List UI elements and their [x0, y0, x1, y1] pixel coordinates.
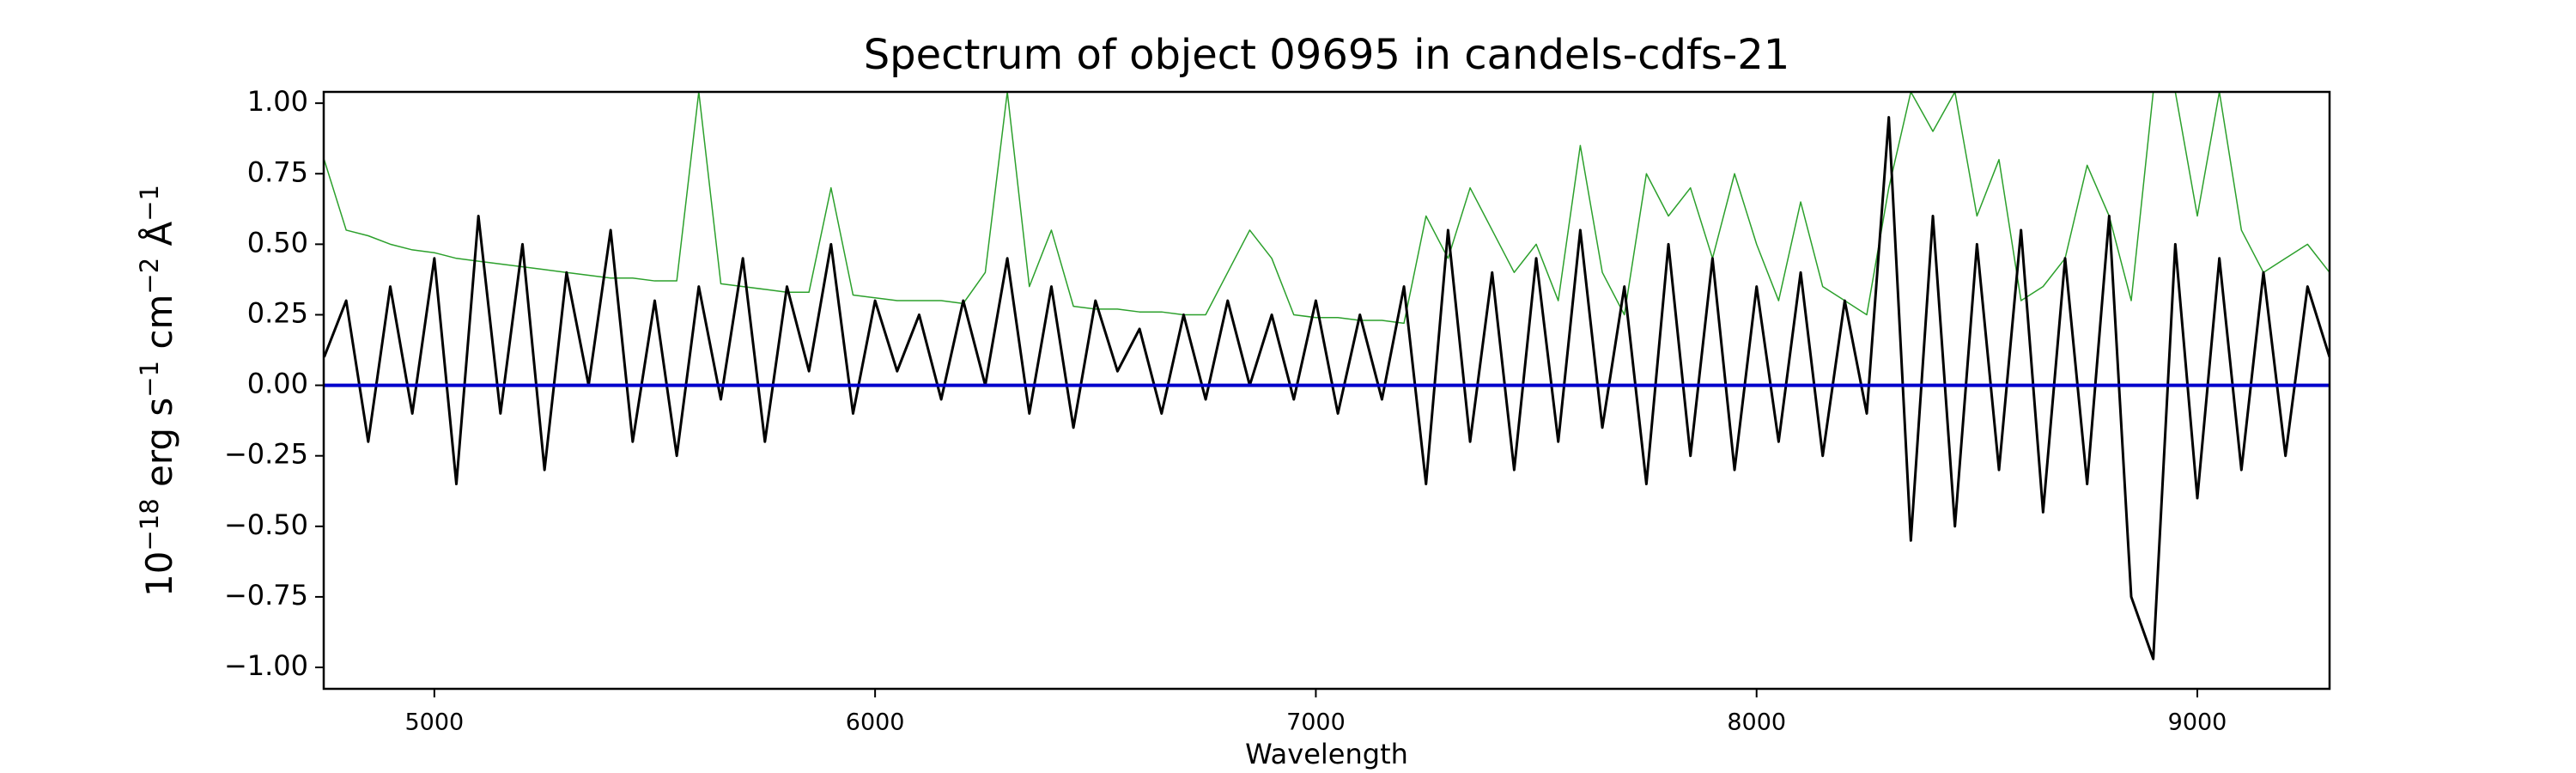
y-label-text: cm: [138, 295, 180, 361]
chart-title: Spectrum of object 09695 in candels-cdfs…: [864, 31, 1790, 79]
y-label-superscript: −1: [135, 185, 164, 222]
y-tick-label: 0.50: [247, 226, 308, 259]
y-label-text: 10: [138, 551, 180, 597]
y-tick-label: −0.50: [224, 508, 308, 541]
spectrum-line: [324, 92, 2330, 325]
plot-frame: [322, 90, 2331, 691]
x-tick-label: 5000: [404, 709, 464, 736]
plot-area: [324, 92, 2330, 660]
x-tick-label: 6000: [846, 709, 905, 736]
y-label-text: Å: [137, 222, 180, 258]
y-label-superscript: −2: [135, 258, 164, 295]
y-axis-label: 10−18 erg s−1 cm−2 Å−1: [135, 185, 180, 597]
x-tick-label: 7000: [1286, 709, 1346, 736]
y-label-text: erg s: [138, 398, 180, 499]
y-tick-label: 0.75: [247, 155, 308, 188]
y-label-superscript: −18: [135, 498, 164, 551]
y-tick-label: −0.75: [224, 579, 308, 612]
y-tick-label: 1.00: [247, 85, 308, 118]
spectrum-line: [324, 116, 2330, 660]
x-tick-label: 9000: [2168, 709, 2227, 736]
x-tick-label: 8000: [1727, 709, 1786, 736]
y-tick-label: −0.25: [224, 438, 308, 471]
x-axis-label: Wavelength: [1245, 738, 1408, 770]
y-label-superscript: −1: [135, 361, 164, 398]
y-tick-label: 0.00: [247, 368, 308, 400]
y-tick-label: −1.00: [224, 649, 308, 682]
y-tick-label: 0.25: [247, 296, 308, 329]
